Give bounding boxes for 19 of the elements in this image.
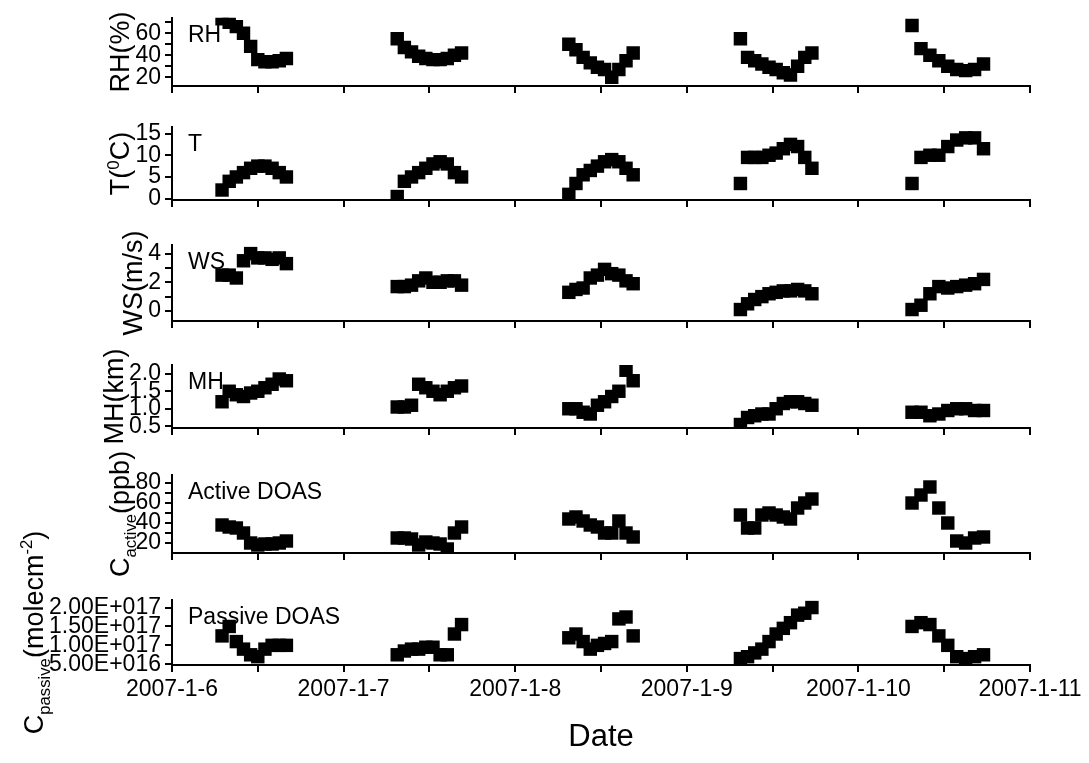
annotation: T (188, 130, 203, 156)
y-tick-label: 2 (148, 267, 161, 294)
x-tick-label: 2007-1-10 (805, 675, 911, 702)
annotation: Active DOAS (188, 478, 323, 504)
x-tick-label: 2007-1-9 (640, 675, 733, 702)
annotation: MH (188, 368, 224, 394)
y-axis-title: MH(km) (99, 348, 130, 445)
x-tick-label: 2007-1-8 (469, 675, 562, 702)
y-tick-label: 4 (148, 238, 162, 265)
x-tick-label: 2007-1-7 (297, 675, 390, 702)
y-tick-label: 0 (148, 296, 161, 323)
x-tick-label: 2007-1-6 (125, 675, 219, 702)
y-axis-title: T(0C) (103, 131, 136, 196)
y-axis-title: WS(m/s) (118, 230, 149, 336)
annotation: WS (188, 248, 226, 274)
annotation: RH (188, 20, 222, 47)
x-axis-title: Date (568, 717, 634, 753)
y-axis-title: RH(%) (105, 11, 136, 93)
x-tick-label: 2007-1-11 (978, 675, 1082, 702)
